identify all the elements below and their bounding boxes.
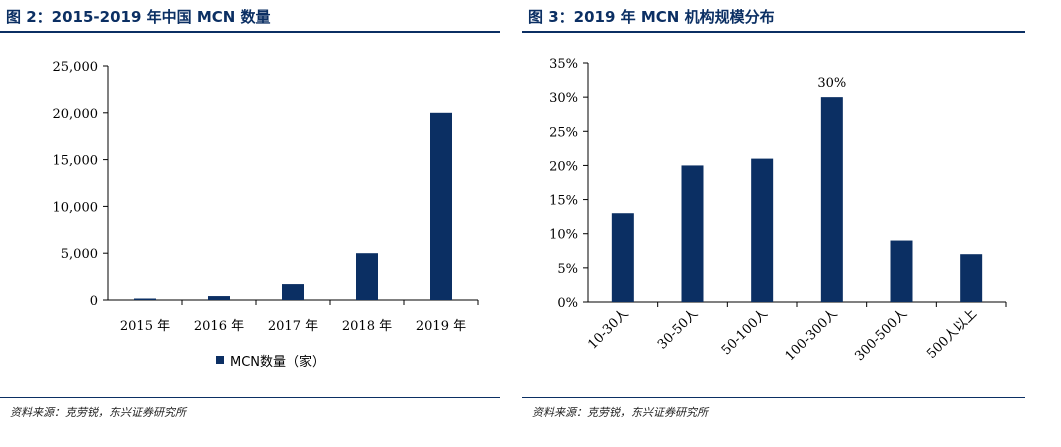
mcn-scale-distribution-bar-chart: 0% 5% 10% 15% 20% 25% 30% 35% 10-30人 30-50人 50-100… xyxy=(549,57,1007,364)
bar xyxy=(681,165,704,302)
mcn-count-bar-chart: 0 5,000 10,000 15,000 20,000 25,000 2015 年 2016… xyxy=(53,60,479,370)
left-figure-title: 图 2：2015-2019 年中国 MCN 数量 xyxy=(6,8,271,26)
bar xyxy=(751,158,774,302)
y-tick-label: 5,000 xyxy=(61,247,98,262)
right-source-note: 资料来源：克劳锐，东兴证券研究所 xyxy=(532,406,708,419)
left-title-rule xyxy=(0,31,500,33)
legend-label: MCN数量（家） xyxy=(230,354,325,370)
x-tick-label: 500人以上 xyxy=(924,306,980,362)
x-tick-label: 30-50人 xyxy=(655,306,701,352)
bar xyxy=(890,240,913,302)
x-tick-label: 2019 年 xyxy=(416,319,466,334)
x-tick-label: 2018 年 xyxy=(342,319,392,334)
y-tick-label: 20% xyxy=(549,159,578,174)
right-source-rule xyxy=(522,397,1025,398)
y-tick-label: 35% xyxy=(549,57,578,72)
x-tick-label: 300-500人 xyxy=(852,306,910,364)
x-tick-label: 2016 年 xyxy=(194,319,244,334)
y-tick-label: 30% xyxy=(549,91,578,106)
right-figure-title: 图 3：2019 年 MCN 机构规模分布 xyxy=(528,8,775,26)
y-tick-label: 15,000 xyxy=(53,154,99,169)
y-tick-label: 20,000 xyxy=(53,107,99,122)
bar xyxy=(134,298,156,300)
y-tick-label: 10,000 xyxy=(53,200,99,215)
y-tick-label: 0 xyxy=(90,294,98,309)
left-source-rule xyxy=(0,397,500,398)
y-tick-label: 15% xyxy=(549,194,578,209)
x-tick-label: 2015 年 xyxy=(120,319,170,334)
bar xyxy=(820,97,843,303)
legend-swatch xyxy=(216,356,224,364)
y-tick-label: 5% xyxy=(557,262,578,277)
x-tick-label: 50-100人 xyxy=(719,306,771,358)
left-source-note: 资料来源：克劳锐，东兴证券研究所 xyxy=(10,406,186,419)
right-title-rule xyxy=(522,31,1025,33)
bar xyxy=(208,296,230,300)
y-tick-label: 0% xyxy=(557,296,578,311)
x-tick-label: 10-30人 xyxy=(585,306,631,352)
bar xyxy=(960,254,983,302)
bar xyxy=(282,284,304,300)
left-figure-panel: 图 2：2015-2019 年中国 MCN 数量 0 5,000 10,000 15,… xyxy=(0,0,500,447)
y-tick-label: 25% xyxy=(549,125,578,140)
right-figure-panel: 图 3：2019 年 MCN 机构规模分布 0% 5% 10% 15% 20% 25% 30… xyxy=(522,0,1025,447)
data-label: 30% xyxy=(817,76,846,91)
y-tick-label: 25,000 xyxy=(53,60,99,75)
bar xyxy=(430,112,452,300)
x-tick-label: 100-300人 xyxy=(783,306,841,364)
bar xyxy=(356,253,378,300)
bar xyxy=(611,213,634,302)
x-tick-label: 2017 年 xyxy=(268,319,318,334)
y-tick-label: 10% xyxy=(549,228,578,243)
